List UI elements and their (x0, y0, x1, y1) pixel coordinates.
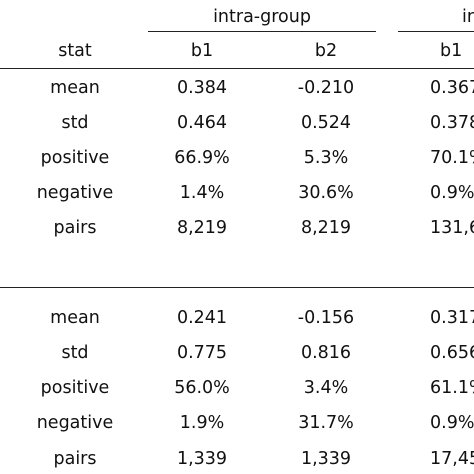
table-cell: 0.775 (176, 343, 228, 363)
table-cell: 131,67 (430, 218, 474, 238)
table-cell: 8,219 (300, 218, 352, 238)
row-label: mean (50, 78, 100, 98)
table-cell: 8,219 (176, 218, 228, 238)
table-cell: 0.241 (176, 308, 228, 328)
table-cell: 1.9% (179, 413, 225, 433)
table-cell: 66.9% (174, 148, 230, 168)
table-cell: -0.210 (297, 78, 355, 98)
table-cell: 0.384 (176, 78, 228, 98)
table-cell: 0.367 (430, 78, 474, 98)
table-cell: 17,45 (430, 449, 474, 469)
panel-separator-rule (0, 287, 474, 288)
column-header-b1: b1 (190, 41, 214, 61)
group-underline-intra (148, 31, 376, 32)
group-underline-inter (398, 31, 474, 32)
row-label: std (61, 113, 89, 133)
table-cell: 5.3% (303, 148, 349, 168)
table-cell: 1.4% (179, 183, 225, 203)
table-cell: 30.6% (298, 183, 354, 203)
table-cell: 0.524 (300, 113, 352, 133)
table-cell: 0.9% (430, 413, 474, 433)
row-label: negative (36, 183, 114, 203)
table-cell: 0.9% (430, 183, 474, 203)
table-cell: 0.317 (430, 308, 474, 328)
row-label: pairs (53, 449, 97, 469)
table-cell: 1,339 (300, 449, 352, 469)
table-cell: 0.816 (300, 343, 352, 363)
row-label: positive (40, 378, 110, 398)
table-cell: 0.656 (430, 343, 474, 363)
column-header-b2: b2 (314, 41, 338, 61)
row-label: negative (36, 413, 114, 433)
group-header-inter-partial: in (462, 7, 474, 27)
row-label: std (61, 343, 89, 363)
table-cell: 61.1% (430, 378, 474, 398)
row-label: pairs (53, 218, 97, 238)
header-bottom-rule (0, 68, 474, 69)
row-label: mean (50, 308, 100, 328)
table-cell: 70.1% (430, 148, 474, 168)
table-cell: 56.0% (174, 378, 230, 398)
table-cell: 3.4% (303, 378, 349, 398)
table-cell: 0.378 (430, 113, 474, 133)
column-header-stat: stat (58, 41, 92, 61)
column-header-b1-inter: b1 (440, 41, 463, 61)
table-cell: 1,339 (176, 449, 228, 469)
table-cell: -0.156 (297, 308, 355, 328)
table-cell: 0.464 (176, 113, 228, 133)
group-header-intra: intra-group (213, 7, 311, 27)
table-cell: 31.7% (298, 413, 354, 433)
row-label: positive (40, 148, 110, 168)
